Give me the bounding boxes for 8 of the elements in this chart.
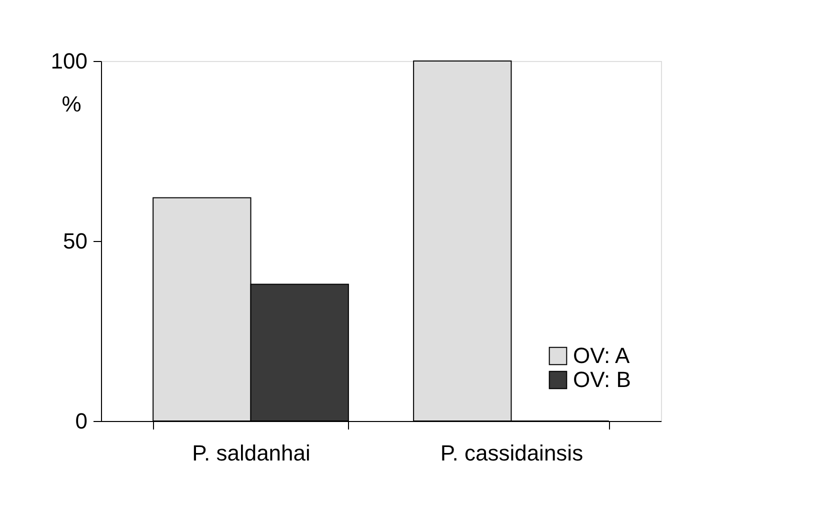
y-tick-label: 50 [63, 228, 88, 254]
x-tick-label: P. saldanhai [192, 440, 310, 466]
y-axis-title: % [62, 92, 82, 116]
legend-label: OV: B [573, 367, 631, 392]
y-tick-label: 100 [50, 48, 88, 74]
legend-label: OV: A [573, 343, 630, 368]
y-tick-label: 0 [75, 408, 88, 434]
x-tick-label: P. cassidainsis [440, 440, 584, 466]
